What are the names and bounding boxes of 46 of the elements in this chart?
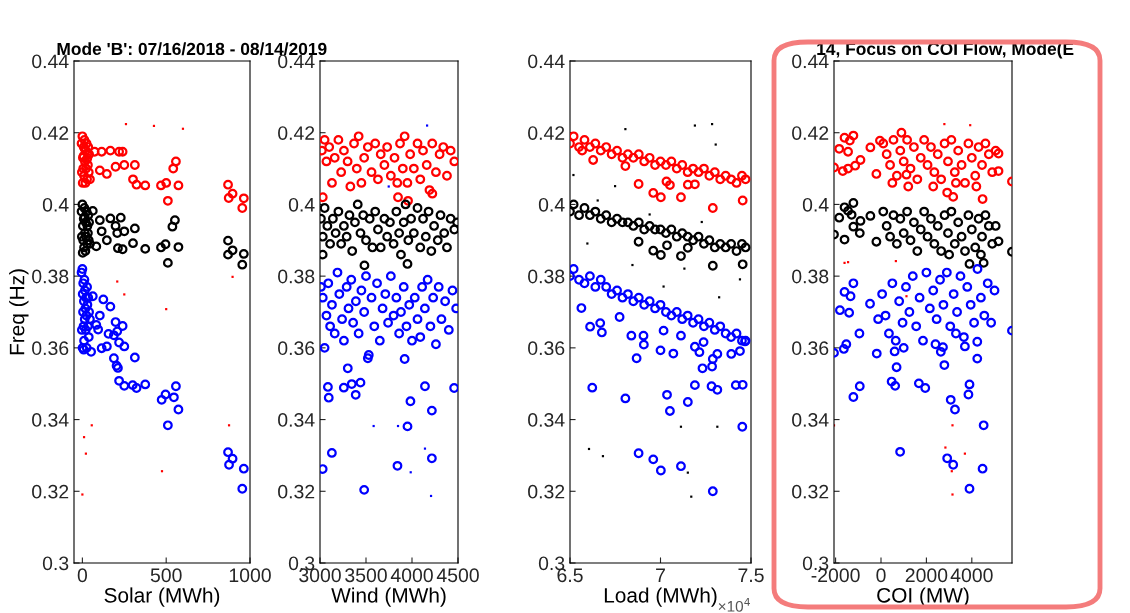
y-tick-label: 0.44	[528, 54, 565, 69]
x-tick-label: 2000	[905, 568, 948, 583]
y-tick-label: 0.42	[32, 126, 69, 140]
y-tick-label: 0.4	[42, 197, 69, 212]
y-tick-label: 0.32	[32, 484, 69, 499]
y-tick-label: 0.4	[802, 197, 829, 212]
y-tick-label: 0.34	[528, 413, 565, 427]
x-tick-label: 0	[77, 568, 88, 583]
y-tick-label: 0.4	[288, 197, 315, 212]
x-tick-label: 500	[150, 568, 182, 583]
x-axis-title: Solar (MWh)	[104, 587, 220, 607]
y-tick-label: 0.44	[278, 54, 315, 69]
x-axis-title: Load (MWh)	[604, 587, 717, 607]
x-tick-label: 7.5	[738, 568, 764, 583]
x-tick-label: 4500	[436, 568, 479, 583]
x-tick-label: 0	[876, 568, 886, 583]
y-tick-label: 0.38	[278, 269, 315, 284]
text: ×10$^{4}$	[718, 597, 750, 612]
y-tick-label: 0.36	[32, 341, 69, 356]
y-tick-label: 0.34	[32, 413, 69, 427]
y-tick-label: 0.44	[32, 54, 69, 69]
y-tick-label: 0.36	[528, 341, 565, 356]
x-axis-title: Wind (MWh)	[331, 587, 446, 607]
y-tick-label: 0.42	[792, 126, 829, 140]
y-axis-title: Freq (Hz)	[9, 269, 29, 355]
y-tick-label: 0.34	[278, 413, 315, 427]
x-axis-title: COI (MW)	[877, 587, 969, 607]
y-tick-label: 0.32	[278, 484, 315, 499]
y-tick-label: 0.38	[792, 269, 829, 284]
x-tick-label: 1000	[229, 568, 271, 583]
y-tick-label: 0.32	[792, 484, 829, 499]
y-tick-label: 0.42	[278, 126, 315, 140]
chart-title: Mode 'B': 07/16/2018 - 08/14/2019	[57, 42, 327, 56]
y-tick-label: 0.34	[792, 413, 829, 427]
x-tick-label: 4000	[950, 568, 993, 583]
x-tick-label: 7	[656, 568, 665, 582]
y-tick-label: 0.42	[528, 126, 565, 140]
y-tick-label: 0.36	[792, 341, 829, 356]
y-tick-label: 0.36	[278, 341, 315, 356]
y-tick-label: 0.32	[528, 484, 565, 499]
y-tick-label: 0.38	[32, 269, 69, 284]
x-tick-label: 3500	[345, 568, 387, 583]
x-tick-label: 4000	[390, 568, 433, 583]
y-tick-label: 0.3	[42, 556, 69, 571]
y-tick-label: 0.4	[538, 197, 565, 212]
y-tick-label: 0.38	[528, 269, 565, 284]
